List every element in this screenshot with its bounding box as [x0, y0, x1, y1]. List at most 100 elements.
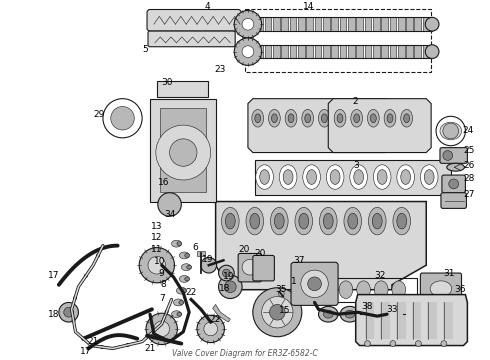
Ellipse shape: [330, 170, 340, 184]
Ellipse shape: [357, 281, 370, 298]
Polygon shape: [160, 108, 206, 192]
Polygon shape: [150, 99, 216, 202]
Text: 4: 4: [205, 2, 211, 11]
Circle shape: [139, 248, 174, 283]
Circle shape: [148, 256, 166, 274]
Circle shape: [443, 150, 453, 161]
Bar: [315, 278, 417, 302]
Bar: [306, 17, 313, 31]
Circle shape: [382, 309, 392, 319]
Text: 18: 18: [219, 284, 230, 293]
FancyBboxPatch shape: [238, 253, 262, 282]
Circle shape: [425, 17, 439, 31]
Ellipse shape: [410, 310, 419, 318]
Ellipse shape: [225, 213, 235, 229]
Ellipse shape: [383, 306, 403, 322]
FancyBboxPatch shape: [442, 175, 466, 193]
Ellipse shape: [397, 213, 407, 229]
Ellipse shape: [424, 170, 434, 184]
FancyBboxPatch shape: [148, 31, 235, 47]
Ellipse shape: [362, 306, 381, 322]
Ellipse shape: [371, 114, 377, 123]
Ellipse shape: [307, 170, 317, 184]
Text: 2: 2: [352, 97, 358, 106]
Bar: [265, 45, 271, 58]
Bar: [298, 45, 305, 58]
Text: 38: 38: [362, 302, 373, 311]
Ellipse shape: [367, 310, 376, 318]
Ellipse shape: [299, 213, 309, 229]
Ellipse shape: [172, 311, 181, 318]
Ellipse shape: [440, 122, 462, 140]
Bar: [340, 17, 346, 31]
Circle shape: [219, 275, 242, 298]
Circle shape: [441, 341, 447, 347]
Ellipse shape: [337, 114, 343, 123]
Bar: [315, 45, 321, 58]
Bar: [281, 45, 288, 58]
Ellipse shape: [393, 207, 411, 235]
Circle shape: [197, 315, 224, 343]
Text: 22: 22: [209, 315, 220, 324]
Text: 20: 20: [254, 249, 266, 258]
Ellipse shape: [388, 310, 398, 318]
FancyBboxPatch shape: [253, 255, 274, 281]
FancyBboxPatch shape: [147, 9, 241, 31]
Bar: [443, 302, 453, 339]
Text: 10: 10: [154, 257, 166, 266]
Circle shape: [234, 38, 262, 66]
Ellipse shape: [355, 114, 361, 123]
Ellipse shape: [271, 114, 277, 123]
Bar: [273, 17, 280, 31]
Text: 23: 23: [215, 65, 226, 74]
Bar: [406, 45, 413, 58]
Ellipse shape: [430, 281, 452, 297]
Circle shape: [72, 319, 75, 323]
Text: 30: 30: [161, 78, 172, 87]
Bar: [365, 302, 374, 339]
Text: 26: 26: [464, 161, 475, 170]
Ellipse shape: [368, 109, 380, 127]
Ellipse shape: [387, 114, 393, 123]
Ellipse shape: [179, 275, 189, 282]
Circle shape: [219, 265, 234, 281]
Circle shape: [308, 277, 321, 291]
Ellipse shape: [368, 207, 386, 235]
Text: 28: 28: [464, 175, 475, 184]
Circle shape: [59, 302, 78, 322]
Bar: [315, 17, 321, 31]
Circle shape: [73, 296, 77, 300]
Circle shape: [64, 307, 74, 317]
Ellipse shape: [352, 109, 364, 127]
Ellipse shape: [384, 109, 396, 127]
Text: 33: 33: [386, 305, 398, 314]
Ellipse shape: [318, 109, 330, 127]
Bar: [356, 45, 363, 58]
Circle shape: [154, 321, 170, 337]
Text: 17: 17: [48, 270, 60, 279]
Circle shape: [224, 281, 236, 293]
Ellipse shape: [323, 213, 333, 229]
Text: 11: 11: [151, 245, 163, 254]
Bar: [412, 302, 421, 339]
Ellipse shape: [295, 207, 313, 235]
Circle shape: [365, 341, 370, 347]
Text: 19: 19: [202, 255, 214, 264]
Bar: [373, 45, 380, 58]
Circle shape: [96, 253, 100, 257]
Ellipse shape: [344, 207, 362, 235]
Bar: [256, 17, 263, 31]
Ellipse shape: [339, 281, 353, 298]
Ellipse shape: [181, 264, 191, 271]
Bar: [298, 17, 305, 31]
Text: 21: 21: [144, 344, 156, 353]
Circle shape: [242, 18, 254, 30]
Bar: [197, 251, 205, 256]
Bar: [306, 45, 313, 58]
Text: 7: 7: [159, 294, 165, 303]
Ellipse shape: [283, 170, 293, 184]
Circle shape: [234, 10, 262, 38]
FancyBboxPatch shape: [420, 273, 462, 305]
Bar: [248, 17, 432, 31]
Ellipse shape: [334, 109, 346, 127]
